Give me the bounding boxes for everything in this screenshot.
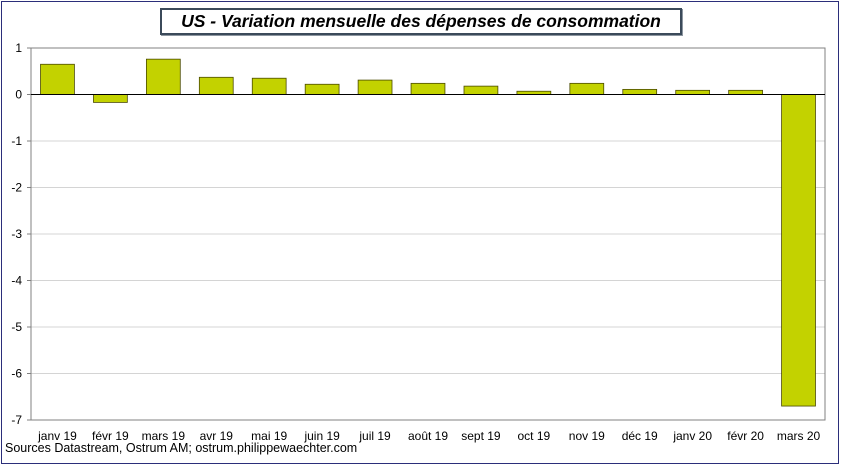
x-tick-label: août 19 <box>408 429 448 443</box>
bar <box>93 94 128 103</box>
bars <box>40 58 816 407</box>
bar <box>357 79 393 95</box>
x-axis-ticks: janv 19 févr 19 mars 19 avr 19 mai 19 juin 19… <box>37 429 820 443</box>
bar <box>675 89 711 95</box>
x-tick-label: mars 20 <box>777 429 821 443</box>
bar <box>728 89 763 95</box>
bar <box>569 82 605 95</box>
x-tick-label: mars 19 <box>142 429 186 443</box>
y-tick-label: -2 <box>11 181 22 195</box>
bar <box>40 63 75 95</box>
y-tick-label: 0 <box>15 88 22 102</box>
y-tick-label: -1 <box>11 134 22 148</box>
bar <box>145 58 181 95</box>
bar <box>622 88 658 95</box>
y-tick-label: -6 <box>11 367 22 381</box>
y-tick-label: -3 <box>11 227 22 241</box>
chart-title-box: US - Variation mensuelle des dépenses de… <box>160 8 682 35</box>
bar <box>781 94 816 407</box>
x-tick-label: sept 19 <box>461 429 501 443</box>
bar <box>410 82 446 95</box>
chart-title: US - Variation mensuelle des dépenses de… <box>181 11 661 31</box>
x-tick-label: janv 19 <box>37 429 77 443</box>
y-axis-ticks: 1 0 -1 -2 -3 -4 -5 -6 -7 <box>11 41 31 427</box>
x-tick-label: avr 19 <box>200 429 234 443</box>
source-note: Sources Datastream, Ostrum AM; ostrum.ph… <box>5 441 358 455</box>
bar <box>198 76 234 95</box>
x-tick-label: nov 19 <box>569 429 605 443</box>
y-tick-label: 1 <box>15 41 22 55</box>
bar <box>463 85 499 95</box>
bar <box>251 77 287 95</box>
x-tick-label: déc 19 <box>622 429 658 443</box>
x-tick-label: oct 19 <box>518 429 551 443</box>
y-tick-label: -5 <box>11 320 22 334</box>
x-tick-label: juil 19 <box>358 429 391 443</box>
y-tick-label: -7 <box>11 413 22 427</box>
x-tick-label: janv 20 <box>672 429 712 443</box>
x-tick-label: févr 19 <box>92 429 129 443</box>
y-tick-label: -4 <box>11 274 22 288</box>
x-tick-label: mai 19 <box>251 429 287 443</box>
bar <box>304 83 340 95</box>
gridlines <box>31 140 825 374</box>
x-tick-label: juin 19 <box>303 429 340 443</box>
x-tick-label: févr 20 <box>727 429 764 443</box>
